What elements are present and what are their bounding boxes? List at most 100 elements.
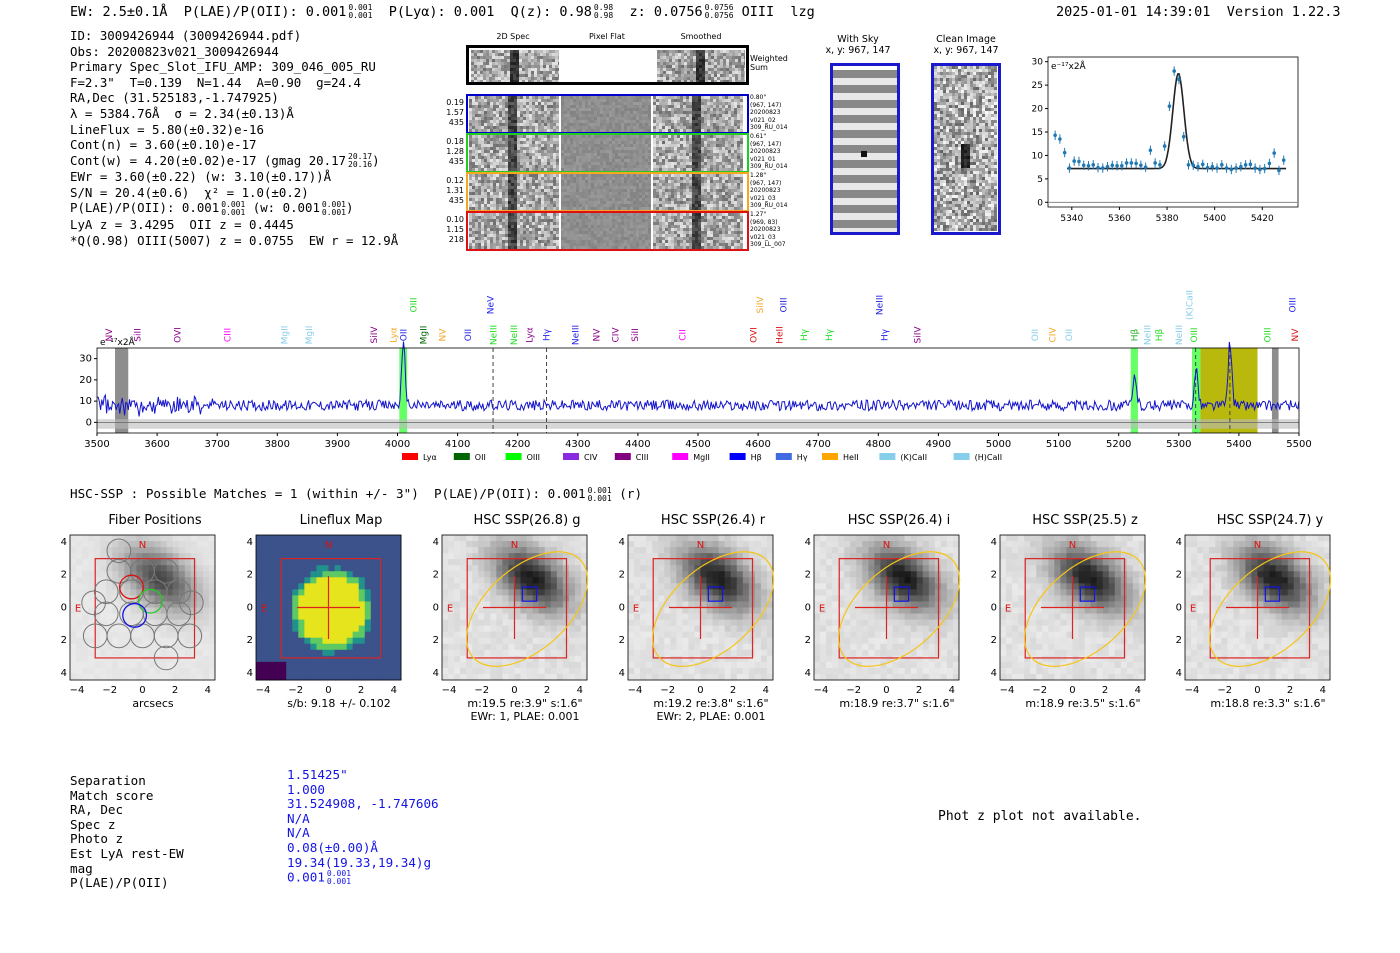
hsc-pixel: [310, 547, 317, 554]
hsc-pixel: [664, 619, 671, 627]
hsc-pixel: [454, 577, 461, 584]
hsc-pixel: [922, 547, 930, 554]
hsc-pixel: [490, 643, 497, 651]
hsc-pixel: [382, 673, 390, 681]
hsc-pixel: [196, 571, 204, 578]
hsc-pixel: [190, 541, 198, 548]
spectrum-line-label: CIII: [223, 328, 233, 342]
hsc-pixel: [508, 589, 515, 596]
hsc-pixel: [190, 667, 198, 675]
hsc-pixel: [880, 547, 887, 554]
hsc-pixel: [1257, 607, 1265, 615]
hsc-pixel: [1006, 589, 1013, 596]
hsc-pixel: [922, 625, 930, 633]
hsc-pixel: [286, 607, 293, 615]
hsc-pixel: [946, 577, 954, 584]
hsc-pixel: [472, 625, 479, 633]
hsc-pixel: [1138, 643, 1146, 651]
hsc-pixel: [286, 625, 293, 633]
hsc-pixel: [1257, 673, 1265, 681]
hsc-pixel: [178, 619, 186, 627]
hsc-pixel: [388, 547, 396, 554]
spectrum-line-label: OIII: [779, 297, 789, 312]
hsc-pixel: [1263, 565, 1271, 572]
hsc-pixel: [538, 631, 546, 639]
hsc-pixel: [628, 667, 635, 675]
hsc-pixel: [484, 649, 491, 657]
hsc-pixel: [514, 577, 522, 584]
hsc-pixel: [472, 613, 479, 621]
hsc-xtick-label: 4: [577, 685, 583, 696]
hsc-pixel: [634, 613, 641, 621]
hsc-pixel: [304, 643, 311, 651]
hsc-pixel: [124, 607, 131, 615]
hsc-pixel: [1233, 673, 1240, 681]
hsc-pixel: [820, 571, 827, 578]
spectrum-line-marker: Lyα: [389, 327, 399, 343]
hsc-pixel: [1203, 637, 1210, 645]
hsc-pixel: [640, 619, 647, 627]
hsc-pixel: [868, 619, 875, 627]
hsc-pixel: [556, 673, 564, 681]
hsc-pixel: [718, 541, 726, 548]
hsc-pixel: [898, 607, 906, 615]
hsc-pixel: [646, 613, 653, 621]
hsc-pixel: [1269, 595, 1277, 602]
hsc-pixel: [1293, 553, 1301, 560]
hsc-pixel: [382, 541, 390, 548]
hsc-pixel: [70, 535, 77, 542]
hsc-pixel: [688, 667, 695, 675]
hsc-pixel: [454, 583, 461, 590]
hsc-pixel: [148, 643, 156, 651]
hsc-pixel: [1281, 649, 1289, 657]
fit-data-point: [1134, 161, 1138, 166]
hsc-pixel: [1251, 637, 1258, 645]
hsc-pixel: [352, 541, 360, 548]
hsc-pixel: [814, 649, 821, 657]
info-obs: Obs: 20200823v021_3009426944: [70, 43, 279, 59]
hsc-pixel: [904, 613, 912, 621]
hsc-pixel: [892, 559, 900, 566]
hsc-pixel: [112, 601, 119, 608]
hsc-pixel: [742, 607, 750, 615]
hsc-pixel: [130, 619, 137, 627]
hsc-pixel: [1006, 607, 1013, 615]
hsc-pixel: [100, 667, 107, 675]
hsc-pixel: [892, 607, 900, 615]
hsc-pixel: [1317, 625, 1325, 633]
hsc-pixel: [388, 643, 396, 651]
hsc-pixel: [640, 547, 647, 554]
hsc-pixel: [700, 601, 708, 608]
hsc-pixel: [1084, 613, 1092, 621]
stamp-header-flat: Pixel Flat: [589, 32, 625, 41]
hsc-pixel: [514, 667, 522, 675]
hsc-pixel: [1239, 637, 1246, 645]
hsc-pixel: [82, 559, 89, 566]
hsc-pixel: [940, 625, 948, 633]
fit-data-point: [1081, 163, 1086, 168]
hsc-pixel: [454, 655, 461, 663]
hsc-pixel: [640, 613, 647, 621]
hsc-pixel: [274, 637, 281, 645]
hsc-pixel: [292, 655, 299, 663]
hsc-pixel: [874, 571, 881, 578]
hsc-pixel: [448, 643, 455, 651]
hsc-pixel: [1239, 667, 1246, 675]
legend-swatch: [822, 453, 838, 460]
spectrum-line-marker: OIII: [1264, 327, 1274, 342]
hsc-pixel: [112, 535, 119, 542]
hsc-pixel: [82, 649, 89, 657]
hsc-pixel: [202, 553, 210, 560]
hsc-pixel: [1275, 607, 1283, 615]
hsc-pixel: [1006, 595, 1013, 602]
hsc-pixel: [502, 625, 509, 633]
hsc-pixel: [1251, 541, 1258, 548]
hsc-pixel: [652, 559, 659, 566]
hsc-pixel: [268, 649, 275, 657]
hsc-pixel: [844, 535, 851, 542]
hsc-pixel: [106, 559, 113, 566]
hsc-pixel: [1084, 643, 1092, 651]
hsc-pixel: [1108, 541, 1116, 548]
hsc-pixel: [526, 613, 534, 621]
hsc-pixel: [1281, 655, 1289, 663]
